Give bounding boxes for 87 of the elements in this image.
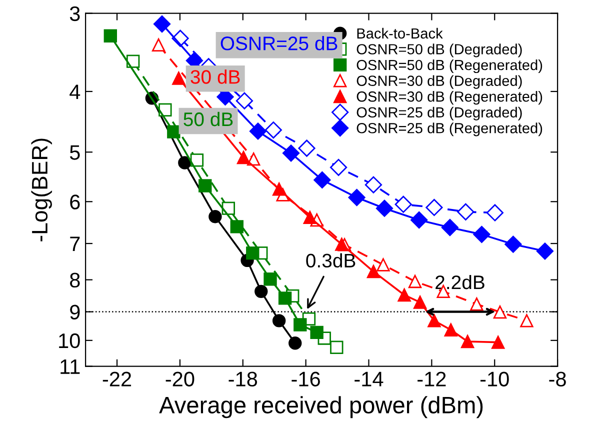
point: [364, 176, 382, 194]
point: [330, 158, 348, 176]
point: [457, 203, 474, 220]
legend-label: OSNR=25 dB (Regenerated): [356, 122, 542, 136]
legend-label: OSNR=30 dB (Degraded): [356, 75, 522, 89]
point: [441, 218, 458, 236]
point: [473, 226, 490, 243]
x-tick-label: -8: [549, 372, 566, 386]
x-tick-label: -14: [354, 372, 384, 386]
annotation: 0.3dB: [306, 253, 356, 268]
point: [303, 210, 317, 224]
point: [264, 121, 282, 139]
legend-label: OSNR=25 dB (Degraded): [356, 106, 522, 120]
point: [330, 340, 344, 354]
point: [413, 296, 427, 309]
point: [288, 336, 302, 350]
point: [172, 72, 186, 85]
x-tick-label: -16: [292, 372, 320, 386]
y-tick-label: 9: [70, 304, 80, 320]
point: [491, 336, 505, 349]
legend-label: Back-to-Back: [357, 28, 443, 39]
point: [246, 246, 260, 260]
point: [310, 326, 324, 340]
point: [426, 198, 443, 216]
point: [470, 298, 484, 311]
point: [376, 200, 394, 217]
y-tick-label: 7: [70, 236, 80, 252]
point: [493, 305, 507, 319]
point: [230, 220, 244, 234]
y-axis-title: -Log(BER): [31, 138, 52, 242]
point: [264, 272, 277, 286]
point: [410, 211, 428, 229]
point: [298, 140, 316, 157]
x-tick-label: -22: [102, 372, 132, 386]
point: [444, 323, 458, 336]
legend-label: OSNR=30 dB (Regenerated): [356, 91, 542, 105]
y-tick-label: 3: [70, 6, 80, 22]
y-tick-label: 5: [70, 145, 80, 160]
annotation: 50 dB: [184, 112, 233, 126]
point: [294, 318, 307, 332]
point: [504, 236, 522, 253]
point: [126, 54, 140, 68]
point: [335, 238, 348, 251]
point: [520, 314, 534, 328]
point: [153, 15, 171, 33]
point: [536, 242, 554, 260]
annotation: OSNR=25 dB: [220, 36, 338, 50]
annotation: 2.2dB: [436, 274, 484, 290]
y-tick-label: 4: [70, 84, 80, 100]
point: [394, 196, 412, 213]
point: [376, 258, 390, 272]
point: [236, 150, 250, 164]
point: [348, 188, 366, 206]
y-tick-label: 6: [70, 194, 80, 210]
point: [460, 334, 474, 348]
point: [158, 103, 172, 116]
point: [278, 292, 292, 305]
point: [486, 204, 504, 222]
legend-label: OSNR=50 dB (Degraded): [356, 44, 522, 58]
point: [178, 156, 192, 170]
point: [236, 92, 254, 110]
legend-label: OSNR=50 dB (Regenerated): [356, 59, 542, 74]
x-tick-label: -18: [228, 372, 258, 386]
point: [272, 182, 286, 196]
point: [428, 314, 441, 328]
point: [104, 29, 118, 42]
point: [190, 154, 204, 167]
point: [208, 210, 222, 224]
y-tick-label: 10: [59, 333, 80, 348]
point: [254, 284, 268, 298]
y-tick-label: 11: [60, 360, 80, 374]
point: [167, 125, 180, 138]
point: [152, 38, 166, 52]
point: [398, 288, 411, 302]
x-tick-label: -12: [418, 372, 446, 386]
point: [272, 314, 286, 328]
point: [408, 274, 422, 288]
point: [366, 264, 380, 278]
x-axis-title: Average received power (dBm): [159, 396, 483, 418]
point: [198, 179, 212, 192]
annotation: 30 dB: [190, 70, 240, 84]
y-tick-label: 8: [70, 272, 80, 288]
point: [282, 144, 300, 162]
point: [314, 171, 331, 189]
x-tick-label: -10: [480, 372, 509, 386]
point: [249, 122, 267, 140]
x-tick-label: -20: [166, 372, 194, 386]
